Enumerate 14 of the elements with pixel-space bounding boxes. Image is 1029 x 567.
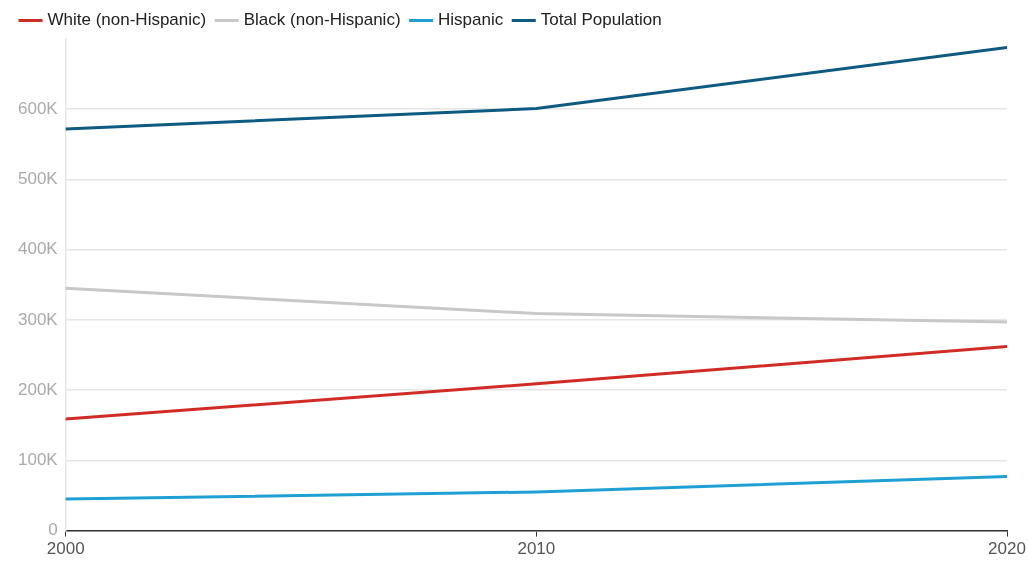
y-tick-label: 300K xyxy=(18,309,59,329)
y-tick-label: 0 xyxy=(48,520,58,540)
y-tick-label: 500K xyxy=(18,169,59,189)
legend-label: Black (non-Hispanic) xyxy=(243,10,401,30)
y-tick-label: 200K xyxy=(18,379,59,399)
legend-label: Total Population xyxy=(540,10,662,30)
y-tick-label: 100K xyxy=(18,450,59,470)
x-tick-label: 2020 xyxy=(988,539,1026,559)
y-tick-label: 400K xyxy=(18,239,59,259)
legend-label: White (non-Hispanic) xyxy=(47,10,207,30)
y-tick-label: 600K xyxy=(18,98,59,118)
legend-label: Hispanic xyxy=(438,10,504,30)
x-tick-label: 2000 xyxy=(46,539,85,559)
x-tick-label: 2010 xyxy=(517,539,556,559)
